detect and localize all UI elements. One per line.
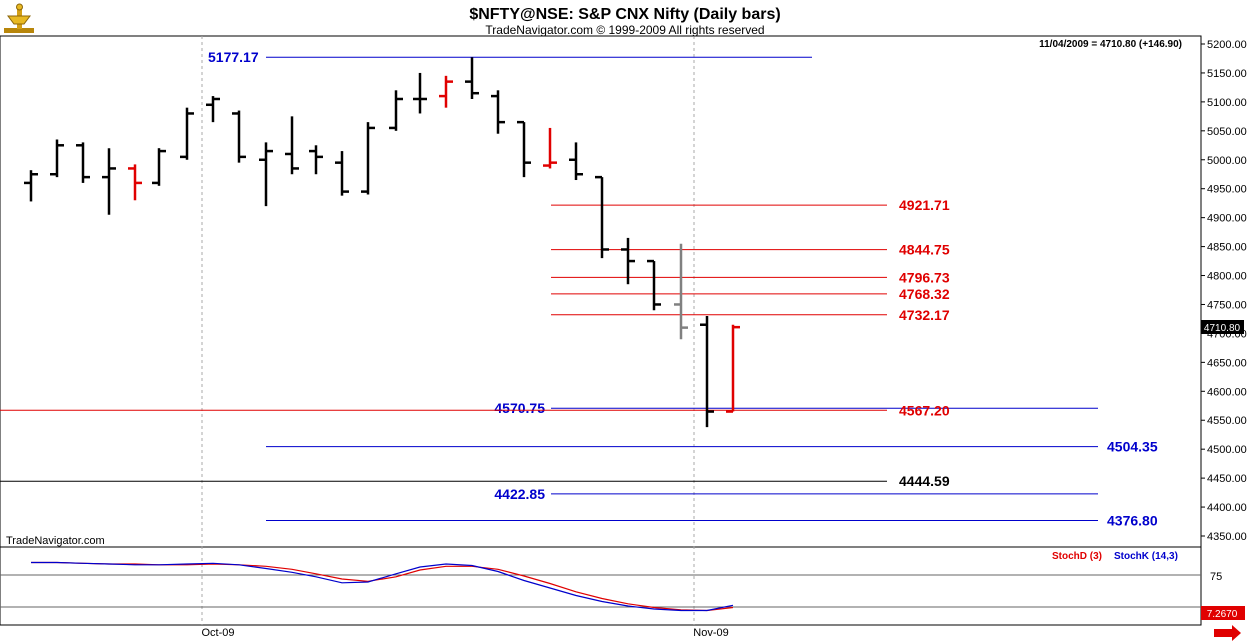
- price-tick-label: 4850.00: [1207, 242, 1247, 254]
- ohlc-bar: [674, 243, 688, 340]
- price-axis: 5200.00 5150.00 5100.00 5050.00 5000.00 4950.…: [1201, 39, 1247, 543]
- price-tick-label: 4350.00: [1207, 531, 1247, 543]
- ohlc-bar: [389, 90, 403, 131]
- chart-title: $NFTY@NSE: S&P CNX Nifty (Daily bars): [469, 6, 780, 23]
- stoch-d-legend: StochD (3): [1052, 551, 1102, 562]
- ohlc-bar: [24, 170, 38, 202]
- watermark: TradeNavigator.com: [6, 535, 105, 547]
- ohlc-bar: [50, 139, 64, 178]
- ohlc-bar: [700, 316, 714, 428]
- level-label: 4567.20: [899, 402, 950, 418]
- level-label: 4796.73: [899, 269, 950, 285]
- ohlc-bar: [285, 116, 299, 175]
- time-label-nov: Nov-09: [693, 627, 728, 639]
- stoch-value-marker: [1201, 606, 1245, 620]
- level-label: 4768.32: [899, 286, 950, 302]
- ohlc-bar: [152, 148, 166, 186]
- ohlc-bar: [413, 72, 427, 114]
- ohlc-bar: [491, 90, 505, 134]
- ohlc-bar: [517, 120, 531, 178]
- ohlc-bar: [621, 237, 635, 285]
- stoch-k-line: [31, 561, 734, 612]
- price-tick-label: 4400.00: [1207, 502, 1247, 514]
- ohlc-bar: [259, 142, 273, 207]
- scroll-right-arrow-icon[interactable]: [1214, 625, 1241, 641]
- level-label: 4732.17: [899, 307, 950, 323]
- price-tick-label: 5150.00: [1207, 68, 1247, 80]
- stoch-k-legend: StochK (14,3): [1114, 551, 1178, 562]
- ohlc-bar: [335, 151, 349, 196]
- trophy-scale-icon[interactable]: [4, 3, 34, 33]
- ohlc-bar: [180, 107, 194, 160]
- stoch-tick-75: 75: [1210, 571, 1222, 583]
- price-panel: [0, 35, 1202, 548]
- price-tick-label: 5100.00: [1207, 97, 1247, 109]
- ohlc-bar: [76, 142, 90, 183]
- price-tick-label: 4600.00: [1207, 386, 1247, 398]
- ohlc-bars: [24, 57, 740, 428]
- last-price-marker: [1201, 320, 1244, 334]
- ohlc-bar: [647, 259, 661, 311]
- price-tick-label: 5050.00: [1207, 126, 1247, 138]
- price-tick-label: 5000.00: [1207, 155, 1247, 167]
- stoch-panel: [0, 546, 1202, 626]
- level-label: 4844.75: [899, 242, 950, 258]
- ohlc-bar: [465, 57, 479, 99]
- ohlc-bar: [102, 148, 116, 215]
- price-tick-label: 4500.00: [1207, 444, 1247, 456]
- price-tick-label: 4800.00: [1207, 271, 1247, 283]
- price-tick-label: 4750.00: [1207, 299, 1247, 311]
- ohlc-bar: [232, 110, 246, 163]
- price-tick-label: 4550.00: [1207, 415, 1247, 427]
- time-label-oct: Oct-09: [201, 627, 234, 639]
- level-label: 4422.85: [494, 486, 545, 502]
- ohlc-bar: [569, 142, 583, 181]
- ohlc-bar: [309, 145, 323, 175]
- ohlc-bar: [361, 122, 375, 195]
- level-label: 4444.59: [899, 473, 950, 489]
- ohlc-bar: [726, 324, 740, 413]
- chart-copyright: TradeNavigator.com © 1999-2009 All right…: [485, 23, 764, 37]
- level-label: 4376.80: [1107, 512, 1158, 528]
- stoch-value-label: 7.2670: [1207, 609, 1238, 620]
- price-tick-label: 4650.00: [1207, 357, 1247, 369]
- ohlc-bar: [439, 75, 453, 108]
- ohlc-bar: [543, 127, 557, 169]
- level-label: 5177.17: [208, 49, 259, 65]
- level-label: 4570.75: [494, 400, 545, 416]
- price-tick-label: 4900.00: [1207, 213, 1247, 225]
- price-tick-label: 4450.00: [1207, 473, 1247, 485]
- last-price-label: 4710.80: [1204, 323, 1241, 334]
- price-tick-label: 5200.00: [1207, 39, 1247, 51]
- ohlc-bar: [206, 96, 220, 123]
- last-bar-info: 11/04/2009 = 4710.80 (+146.90): [1039, 39, 1182, 50]
- level-label: 4921.71: [899, 197, 950, 213]
- ohlc-bar: [128, 164, 142, 201]
- ohlc-bar: [595, 175, 609, 259]
- price-tick-label: 4950.00: [1207, 184, 1247, 196]
- level-label: 4504.35: [1107, 439, 1158, 455]
